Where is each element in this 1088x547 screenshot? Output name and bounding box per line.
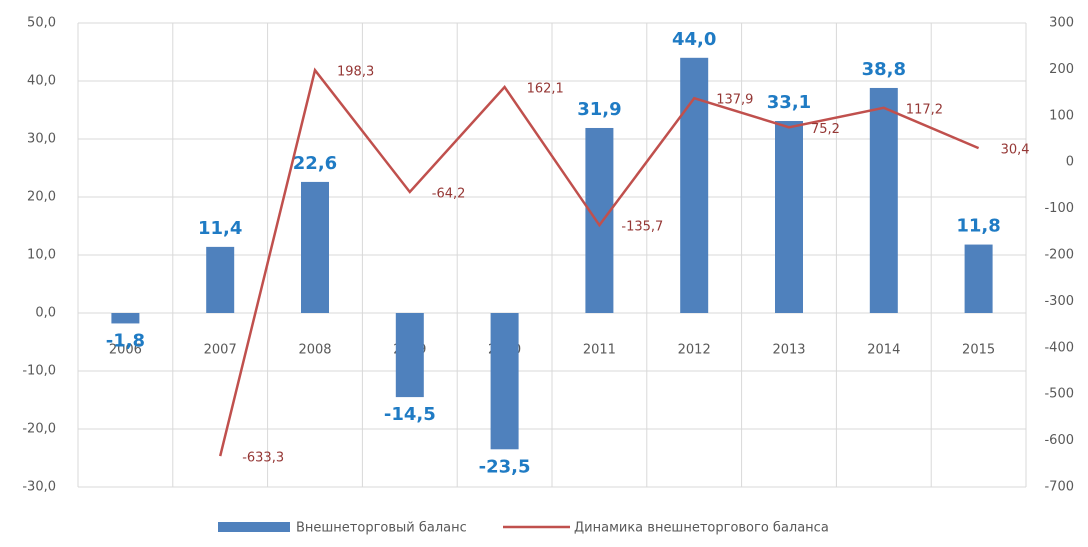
line-value-label: 162,1	[527, 81, 564, 96]
line-value-label: 117,2	[906, 102, 943, 117]
line-value-label: -64,2	[432, 186, 466, 201]
y2-tick-label: -300	[1044, 294, 1074, 309]
bar-value-label: 33,1	[767, 92, 811, 113]
bar	[869, 87, 898, 314]
bar	[111, 313, 140, 324]
line-value-label: 137,9	[716, 93, 753, 108]
y-tick-label: -20,0	[22, 422, 56, 437]
legend-swatch	[218, 522, 290, 532]
y2-tick-label: -600	[1044, 433, 1074, 448]
line-value-label: -633,3	[242, 451, 284, 466]
bar-value-label: 31,9	[577, 99, 621, 120]
y2-tick-label: -700	[1044, 480, 1074, 495]
bar	[775, 121, 803, 314]
line	[218, 67, 980, 457]
x-tick-label: 2007	[204, 343, 237, 358]
x-tick-label: 2014	[867, 343, 900, 358]
x-tick-label: 2015	[962, 343, 995, 358]
bar-value-label: 11,8	[956, 216, 1000, 237]
line-value-label: 75,2	[811, 122, 840, 137]
y2-tick-label: 0	[1066, 155, 1074, 170]
y-tick-label: 0,0	[35, 306, 56, 321]
bar-value-label: -14,5	[384, 404, 436, 425]
line-value-label: -135,7	[621, 220, 663, 235]
bar-value-label: 11,4	[198, 218, 242, 239]
y2-tick-label: -500	[1044, 387, 1074, 402]
y2-tick-label: 300	[1049, 16, 1074, 31]
bar	[395, 313, 424, 398]
bar-value-label: 38,8	[862, 59, 906, 80]
x-tick-label: 2008	[298, 343, 331, 358]
bar-value-label: 44,0	[672, 29, 716, 50]
bar	[490, 313, 519, 450]
bar-value-label: -23,5	[479, 456, 531, 477]
line-value-label: 30,4	[1001, 143, 1030, 158]
y-tick-label: 30,0	[27, 132, 56, 147]
y-tick-label: 10,0	[27, 248, 56, 263]
y-tick-label: 20,0	[27, 190, 56, 205]
y-tick-label: -10,0	[22, 364, 56, 379]
x-tick-label: 2006	[109, 343, 142, 358]
bar	[206, 246, 235, 313]
line-value-label: 198,3	[337, 65, 374, 80]
bar-value-label: 22,6	[293, 153, 337, 174]
bar	[301, 181, 329, 313]
bar-value-label: -1,8	[106, 330, 145, 351]
bar	[585, 127, 614, 313]
x-tick-label: 2012	[678, 343, 711, 358]
x-tick-label: 2013	[772, 343, 805, 358]
bar	[680, 57, 709, 313]
y2-tick-label: -100	[1044, 201, 1074, 216]
y2-tick-label: 200	[1049, 62, 1074, 77]
y2-tick-label: -400	[1044, 340, 1074, 355]
legend-label: Внешнеторговый баланс	[296, 521, 467, 536]
y-tick-label: -30,0	[22, 480, 56, 495]
bar	[964, 244, 993, 313]
legend-label: Динамика внешнеторгового баланса	[574, 521, 829, 536]
y2-tick-label: 100	[1049, 108, 1074, 123]
y-tick-label: 50,0	[27, 16, 56, 31]
y-tick-label: 40,0	[27, 74, 56, 89]
x-tick-label: 2011	[583, 343, 616, 358]
y2-tick-label: -200	[1044, 248, 1074, 263]
